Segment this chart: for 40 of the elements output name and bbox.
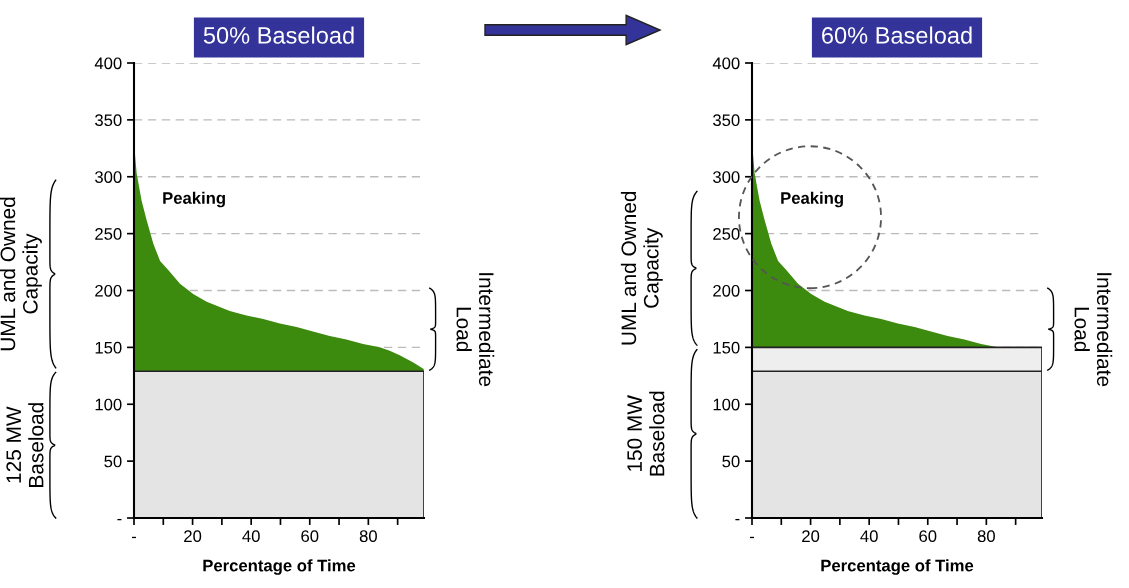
y-tick-label: 200 [713,284,740,297]
annotation: Peaking [163,191,225,208]
x-tick-label: 40 [860,530,878,543]
annotation: Peaking [781,191,843,208]
x-tick-label: - [749,536,755,539]
y-tick-label: 50 [722,455,740,468]
x-tick-label: 60 [919,530,937,543]
y-tick-label: 300 [713,171,740,183]
x-tick-label: 20 [802,530,820,543]
y-tick-label: 300 [95,171,122,183]
x-tick-label: 80 [359,530,377,543]
text: Intermediate Load [1074,273,1113,387]
chart-title: 60% Baseload [822,26,972,44]
y-tick-label: 350 [95,114,122,127]
y-tick-label: 200 [95,284,122,297]
x-tick-label: 20 [184,530,202,543]
y-tick-label: 100 [713,398,740,411]
text: UML and Owned Capacity [620,191,663,345]
y-tick-label: 350 [713,114,740,127]
y-tick-label: 150 [713,341,740,354]
x-tick-label: 40 [242,530,260,543]
y-tick-label: 150 [95,341,122,354]
x-tick-label: 80 [977,530,995,543]
text: UML and Owned Capacity [0,197,42,351]
y-tick-label: 400 [94,57,122,70]
y-tick-label: 250 [95,228,122,240]
y-tick-label: - [735,518,740,521]
text: Intermediate Load [456,273,495,387]
text: 125 MW Baseload [6,403,44,487]
text: 150 MW Baseload [627,391,665,476]
x-tick-label: 60 [301,530,319,543]
y-tick-label: 250 [713,228,740,240]
y-tick-label: 100 [95,398,122,411]
x-axis-title: Percentage of Time [821,559,974,575]
y-tick-label: 50 [104,455,122,468]
y-tick-label: - [117,518,122,521]
x-axis-title: Percentage of Time [203,559,356,575]
x-tick-label: - [131,536,137,539]
chart-title: 50% Baseload [203,26,354,44]
y-tick-label: 400 [712,57,740,70]
